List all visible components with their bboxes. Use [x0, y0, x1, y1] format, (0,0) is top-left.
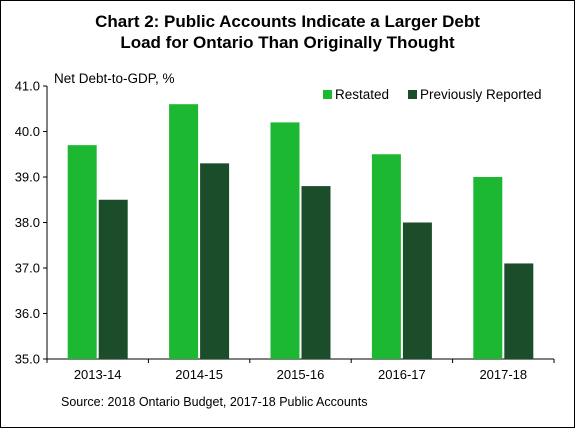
- legend-swatch: [323, 90, 332, 99]
- bar-previously-reported: [402, 222, 432, 359]
- x-tick-label: 2016-17: [378, 367, 426, 382]
- legend-label: Previously Reported: [420, 87, 542, 102]
- bar-restated: [371, 154, 401, 359]
- x-tick-label: 2017-18: [479, 367, 527, 382]
- chart-legend: Restated Previously Reported: [323, 87, 542, 102]
- source-note: Source: 2018 Ontario Budget, 2017-18 Pub…: [61, 395, 368, 409]
- legend-label: Restated: [335, 87, 389, 102]
- chart-axes: [43, 85, 555, 363]
- chart-bars: [67, 104, 534, 360]
- bar-previously-reported: [98, 199, 128, 359]
- chart-labels: 35.0 36.0 37.0 38.0 39.0 40.0 41.0 Net Debt-to-…: [15, 71, 527, 382]
- y-tick-label: 35.0: [15, 352, 40, 367]
- y-tick-label: 37.0: [15, 261, 40, 276]
- bar-previously-reported: [504, 263, 534, 359]
- y-tick-label: 38.0: [15, 215, 40, 230]
- bar-restated: [67, 145, 97, 359]
- chart-title: Chart 2: Public Accounts Indicate a Larg…: [1, 11, 574, 53]
- chart-title-line-1: Chart 2: Public Accounts Indicate a Larg…: [95, 12, 480, 31]
- x-tick-label: 2014-15: [175, 367, 223, 382]
- bar-restated: [270, 122, 300, 360]
- bar-restated: [169, 104, 199, 359]
- bar-previously-reported: [200, 163, 230, 359]
- legend-swatch: [408, 90, 417, 99]
- chart-title-line-2: Load for Ontario Than Originally Thought: [120, 33, 455, 52]
- y-tick-label: 40.0: [15, 124, 40, 139]
- y-tick-label: 41.0: [15, 79, 40, 94]
- x-tick-label: 2013-14: [74, 367, 122, 382]
- y-axis-label: Net Debt-to-GDP, %: [54, 71, 175, 86]
- y-tick-label: 36.0: [15, 306, 40, 321]
- bar-previously-reported: [301, 186, 331, 359]
- x-tick-label: 2015-16: [277, 367, 325, 382]
- bar-restated: [473, 177, 503, 359]
- y-tick-label: 39.0: [15, 170, 40, 185]
